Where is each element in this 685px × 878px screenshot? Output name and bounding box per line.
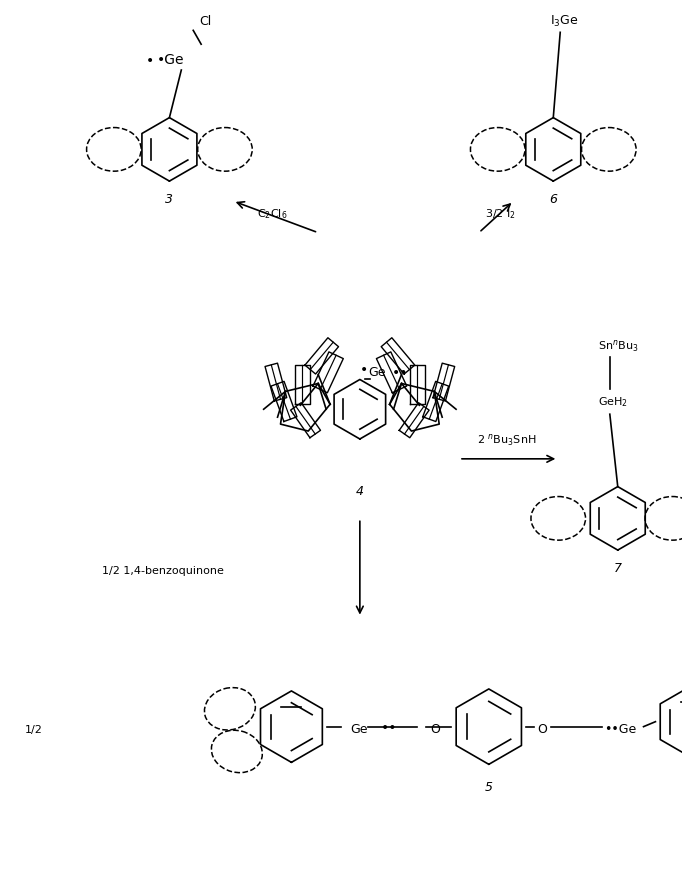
Text: 2 $^n$Bu$_3$SnH: 2 $^n$Bu$_3$SnH xyxy=(477,432,536,448)
Text: ••: •• xyxy=(381,720,397,734)
Text: •: • xyxy=(360,362,368,376)
Text: 5: 5 xyxy=(485,780,493,793)
Text: GeH$_2$: GeH$_2$ xyxy=(598,395,628,409)
Text: 3/2 I$_2$: 3/2 I$_2$ xyxy=(486,206,516,220)
Text: O: O xyxy=(538,723,547,735)
Text: •: • xyxy=(145,54,153,68)
Text: •Ge: •Ge xyxy=(156,53,184,67)
Text: I$_3$Ge: I$_3$Ge xyxy=(550,14,579,29)
Text: 6: 6 xyxy=(549,193,558,206)
Text: O: O xyxy=(430,723,440,735)
Text: 4: 4 xyxy=(356,485,364,498)
Text: 3: 3 xyxy=(165,193,173,206)
Text: C$_2$Cl$_6$: C$_2$Cl$_6$ xyxy=(258,206,288,220)
Text: Ge: Ge xyxy=(350,723,368,735)
Text: Sn$^n$Bu$_3$: Sn$^n$Bu$_3$ xyxy=(598,337,638,353)
Text: ••: •• xyxy=(392,365,408,379)
Text: 1/2 1,4-benzoquinone: 1/2 1,4-benzoquinone xyxy=(102,565,224,575)
Text: ••Ge: ••Ge xyxy=(604,723,636,735)
Text: Ge: Ge xyxy=(368,365,385,378)
Text: 7: 7 xyxy=(614,562,622,575)
Text: 1/2: 1/2 xyxy=(25,723,42,734)
Text: Cl: Cl xyxy=(199,15,211,28)
